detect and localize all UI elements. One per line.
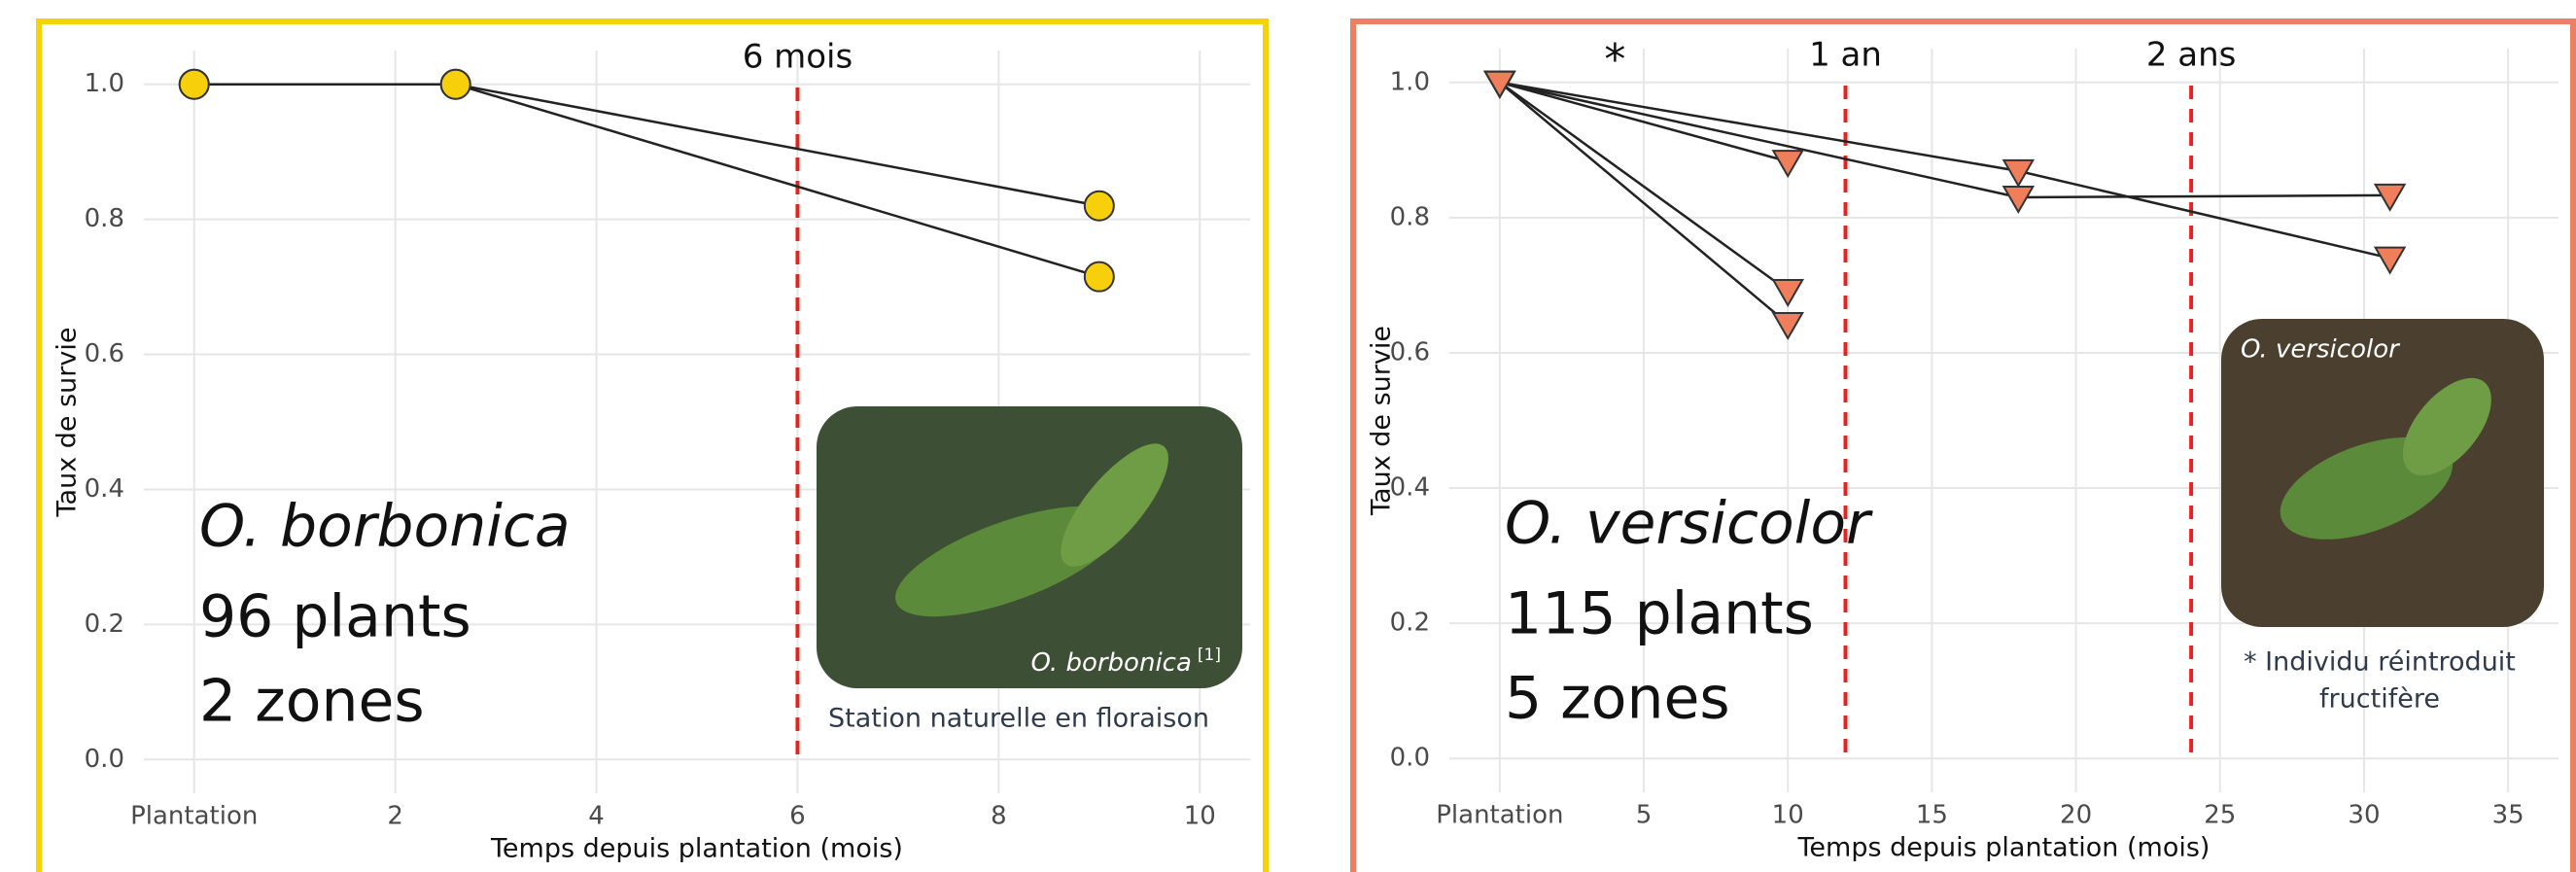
y-tick-label: 0.6 — [85, 339, 124, 368]
point — [1773, 313, 1802, 338]
reference-label: 6 mois — [743, 38, 853, 77]
photo-caption: O. versicolor — [2241, 335, 2401, 365]
x-axis-title: Temps depuis plantation (mois) — [1797, 833, 2210, 863]
y-axis-title: Taux de survie — [1367, 326, 1397, 516]
photo-note: Station naturelle en floraison — [828, 704, 1209, 734]
reference-label: 2 ans — [2146, 36, 2237, 75]
point — [1085, 262, 1114, 292]
point — [1773, 151, 1802, 176]
zones-label: 5 zones — [1505, 665, 1730, 733]
species-label: O. versicolor — [1505, 490, 1873, 558]
x-tick-label: 20 — [2060, 801, 2092, 830]
x-tick-label: 30 — [2348, 801, 2380, 830]
x-axis-title: Temps depuis plantation (mois) — [490, 834, 903, 864]
point — [180, 70, 209, 99]
x-tick-label: 2 — [387, 802, 403, 831]
y-tick-label: 1.0 — [1390, 67, 1430, 96]
species-label: O. borbonica — [199, 493, 571, 561]
photo-ref: [1] — [1198, 645, 1221, 665]
x-tick-label: 10 — [1772, 801, 1804, 830]
x-tick-label: Plantation — [130, 802, 258, 831]
x-tick-label: 35 — [2492, 801, 2524, 830]
photo-note: fructifère — [2319, 684, 2440, 715]
x-tick-label: 8 — [991, 802, 1007, 831]
y-tick-label: 0.8 — [1390, 202, 1430, 231]
point — [1773, 280, 1802, 305]
series-line — [194, 85, 1099, 206]
x-tick-label: 6 — [789, 802, 806, 831]
y-tick-label: 0.4 — [85, 474, 124, 504]
point — [1085, 192, 1114, 221]
photo-note: * Individu réintroduit — [2244, 647, 2516, 678]
x-tick-label: 4 — [588, 802, 605, 831]
y-tick-label: 0.8 — [85, 204, 124, 233]
reference-label: 1 an — [1809, 36, 1882, 75]
y-tick-label: 0.0 — [85, 745, 124, 774]
y-tick-label: 0.2 — [85, 610, 124, 639]
y-tick-label: 1.0 — [85, 69, 124, 98]
x-tick-label: 10 — [1184, 802, 1216, 831]
x-tick-label: 25 — [2204, 801, 2236, 830]
zones-label: 2 zones — [199, 668, 425, 736]
plants-label: 96 plants — [199, 583, 471, 651]
series-line — [1500, 83, 2390, 259]
x-tick-label: 15 — [1916, 801, 1948, 830]
photo-caption-name: O. borbonica — [1031, 648, 1192, 678]
y-axis-title: Taux de survie — [52, 328, 83, 518]
x-tick-label: Plantation — [1436, 801, 1563, 830]
y-tick-label: 0.0 — [1390, 744, 1430, 773]
point — [2376, 185, 2405, 210]
x-tick-label: 5 — [1636, 801, 1653, 830]
plants-label: 115 plants — [1505, 580, 1814, 648]
point — [2003, 187, 2033, 212]
page: 0.0 0.2 0.4 0.6 0.8 1.0 Plantation 2 4 6 8 10 Temps … — [0, 0, 2576, 872]
y-tick-label: 0.2 — [1390, 609, 1430, 638]
point — [441, 70, 470, 99]
asterisk: * — [1604, 35, 1625, 85]
point — [2376, 248, 2405, 273]
